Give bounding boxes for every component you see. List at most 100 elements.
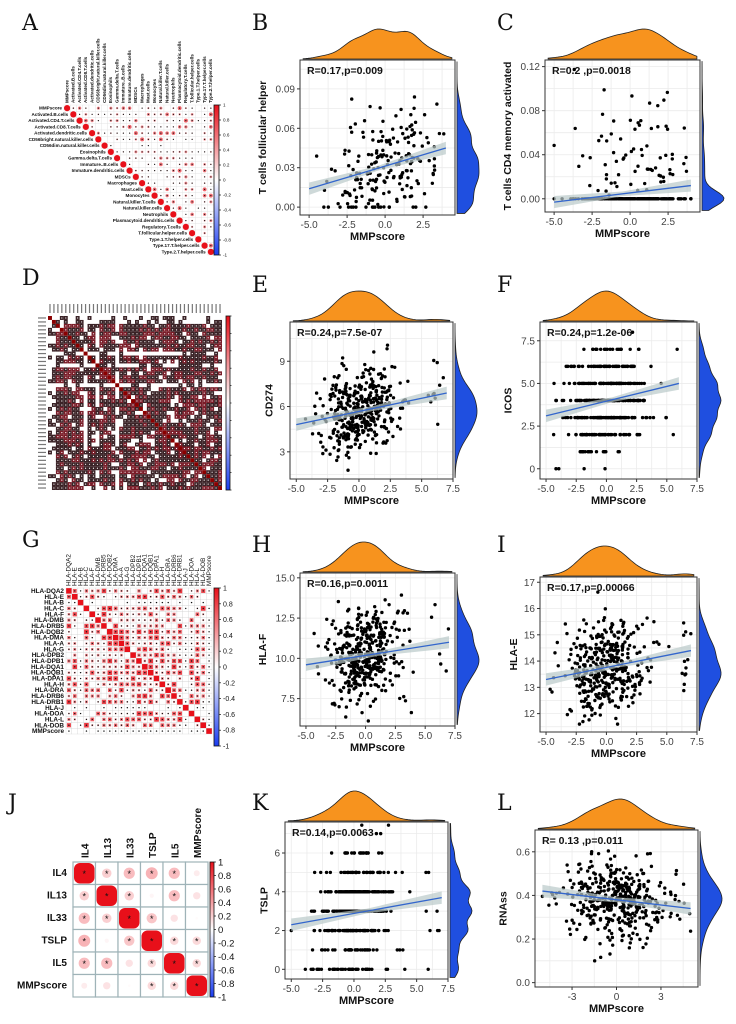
significance-mark: [166, 176, 168, 178]
significance-mark: [57, 451, 59, 454]
matrix-cell: [51, 319, 56, 324]
significance-mark: [128, 404, 130, 406]
significance-mark: [215, 467, 217, 469]
significance-mark: [203, 349, 205, 351]
significance-mark: [97, 590, 99, 592]
significance-mark: [108, 380, 110, 382]
significance-mark: [191, 333, 193, 335]
correlation-square: [202, 596, 204, 598]
significance-mark: [207, 404, 209, 406]
significance-mark: [164, 368, 166, 370]
significance-mark: [57, 412, 59, 414]
significance-mark: [148, 380, 150, 382]
correlation-square: [147, 669, 154, 676]
significance-mark: [207, 416, 209, 418]
significance-mark: [179, 479, 182, 481]
significance-mark: [120, 345, 122, 347]
significance-mark: [136, 487, 138, 489]
significance-mark: [108, 447, 110, 450]
significance-mark: [187, 349, 189, 351]
significance-mark: [152, 356, 154, 359]
significance-mark: [57, 487, 59, 489]
significance-mark: [171, 321, 174, 323]
significance-mark: [144, 443, 146, 446]
significance-mark: [183, 408, 186, 410]
significance-mark: [132, 436, 134, 438]
significance-mark: [73, 372, 75, 374]
significance-mark: [104, 321, 106, 323]
significance-mark: [120, 416, 122, 418]
significance-mark: [175, 372, 178, 374]
significance-mark: [183, 341, 186, 343]
significance-mark: [100, 463, 102, 465]
significance-mark: [112, 368, 114, 370]
significance-mark: [108, 439, 110, 442]
significance-mark: [211, 475, 213, 477]
significance-mark: [57, 455, 59, 457]
significance-mark: [85, 625, 88, 627]
significance-mark: [140, 364, 142, 367]
significance-mark: [88, 420, 91, 422]
significance-mark: [112, 360, 114, 363]
significance-mark: [161, 654, 164, 656]
significance-mark: [100, 352, 102, 355]
significance-mark: [124, 432, 126, 434]
significance-mark: [104, 132, 106, 134]
row-label: T.follicular.helper.cells: [138, 231, 187, 236]
correlation-square: [109, 596, 111, 598]
significance-mark: [104, 360, 106, 363]
column-label: HLA-B: [77, 567, 84, 586]
significance-mark: [154, 170, 156, 172]
significance-mark: [120, 337, 122, 339]
significance-mark: [100, 325, 102, 327]
significance-mark: [109, 671, 111, 674]
significance-mark: [179, 360, 182, 363]
significance-mark: [108, 475, 110, 477]
significance-mark: [92, 372, 95, 374]
significance-mark: [191, 120, 193, 122]
significance-mark: [92, 447, 95, 450]
significance-mark: [203, 360, 205, 363]
significance-mark: [179, 157, 181, 159]
significance-mark: [168, 400, 170, 402]
significance-mark: [152, 467, 154, 469]
significance-mark: [152, 329, 154, 331]
significance-mark: [116, 132, 118, 134]
significance-mark: [112, 416, 114, 418]
significance-mark: [81, 396, 83, 398]
significance-mark: [135, 113, 137, 115]
significance-mark: [132, 349, 134, 351]
significance-mark: [65, 384, 67, 386]
significance-mark: [144, 475, 146, 477]
significance-mark: [171, 360, 174, 363]
significance-mark: [136, 400, 138, 402]
significance-mark: [155, 596, 158, 598]
significance-mark: [168, 392, 170, 394]
significance-mark: [57, 372, 59, 374]
significance-mark: [161, 666, 164, 668]
significance-mark: [69, 400, 71, 402]
significance-mark: [69, 341, 71, 343]
significance-mark: [144, 642, 146, 645]
significance-mark: [122, 138, 124, 140]
significance-mark: [120, 625, 123, 627]
significance-mark: [185, 163, 187, 165]
significance-mark: [140, 451, 142, 454]
significance-mark: [199, 368, 201, 370]
correlation-square: [71, 593, 78, 600]
significance-mark: [96, 380, 99, 382]
significance-mark: [68, 596, 70, 598]
significance-mark: [77, 321, 79, 323]
significance-mark: [120, 325, 122, 327]
significance-mark: [61, 471, 63, 473]
significance-mark: [175, 467, 178, 469]
significance-mark: [108, 471, 110, 473]
significance-mark: [136, 408, 138, 410]
significance-mark: [195, 333, 197, 335]
significance-mark: [207, 337, 209, 339]
significance-mark: [81, 400, 83, 402]
significance-mark: [104, 337, 106, 339]
significance-mark: [61, 475, 63, 477]
significance-mark: [155, 619, 158, 621]
significance-mark: [68, 636, 70, 639]
